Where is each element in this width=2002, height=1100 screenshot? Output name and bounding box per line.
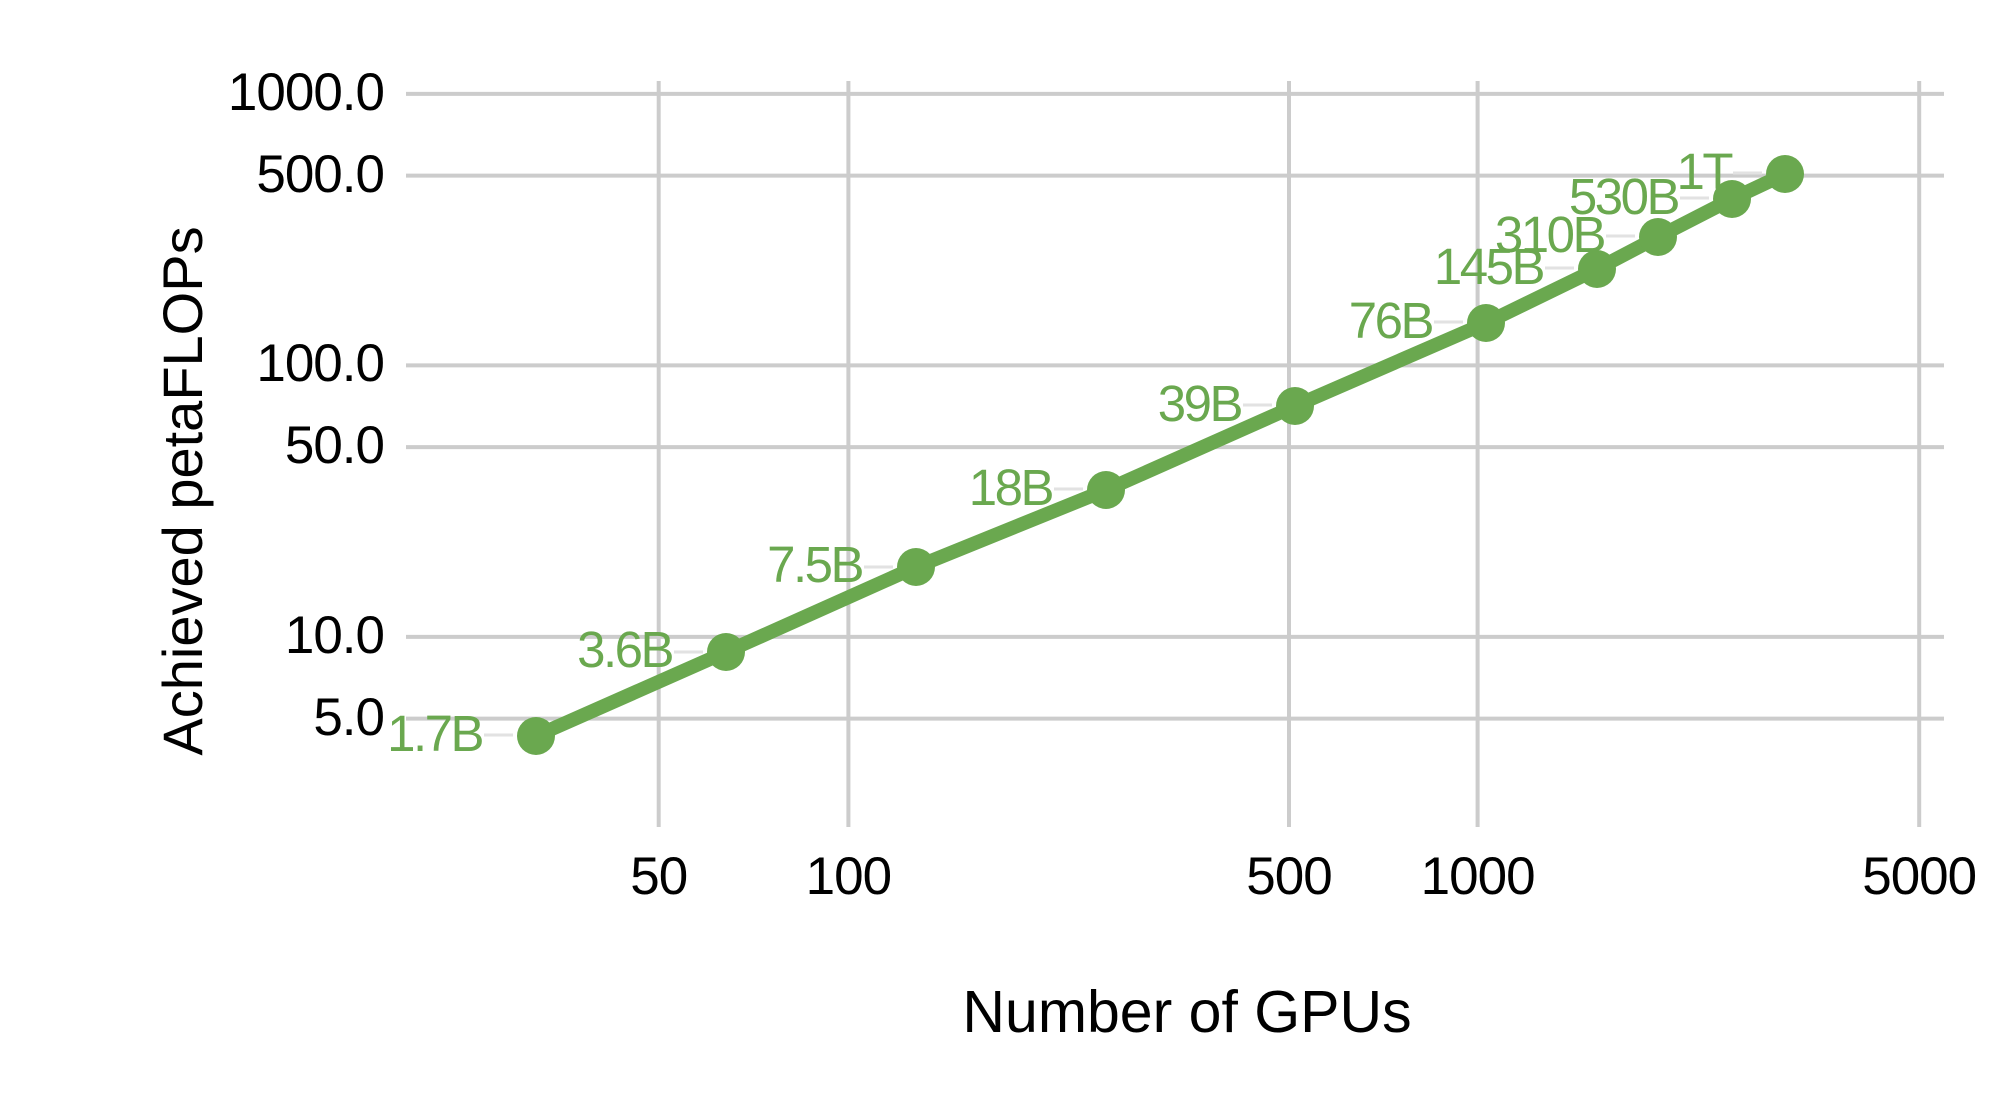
svg-text:1.7B: 1.7B [387, 705, 482, 762]
svg-text:1000: 1000 [1421, 847, 1535, 906]
svg-text:50: 50 [630, 847, 687, 906]
svg-text:5000: 5000 [1862, 847, 1976, 906]
svg-text:1T: 1T [1676, 143, 1732, 200]
svg-text:18B: 18B [969, 459, 1053, 516]
svg-text:50.0: 50.0 [285, 416, 384, 475]
svg-text:Number of GPUs: Number of GPUs [962, 979, 1411, 1045]
svg-text:145B: 145B [1434, 238, 1544, 295]
svg-text:500.0: 500.0 [256, 145, 384, 204]
svg-text:3.6B: 3.6B [577, 621, 672, 678]
svg-text:500: 500 [1246, 847, 1331, 906]
svg-text:1000.0: 1000.0 [228, 63, 384, 122]
svg-text:530B: 530B [1569, 168, 1679, 225]
svg-text:100: 100 [806, 847, 891, 906]
svg-text:39B: 39B [1158, 375, 1242, 432]
svg-text:7.5B: 7.5B [767, 536, 862, 593]
svg-text:Achieved petaFLOPs: Achieved petaFLOPs [151, 226, 214, 755]
svg-text:10.0: 10.0 [285, 606, 384, 665]
svg-text:100.0: 100.0 [256, 334, 384, 393]
svg-text:76B: 76B [1349, 292, 1433, 349]
svg-text:5.0: 5.0 [313, 688, 384, 747]
svg-text:310B: 310B [1495, 206, 1605, 263]
